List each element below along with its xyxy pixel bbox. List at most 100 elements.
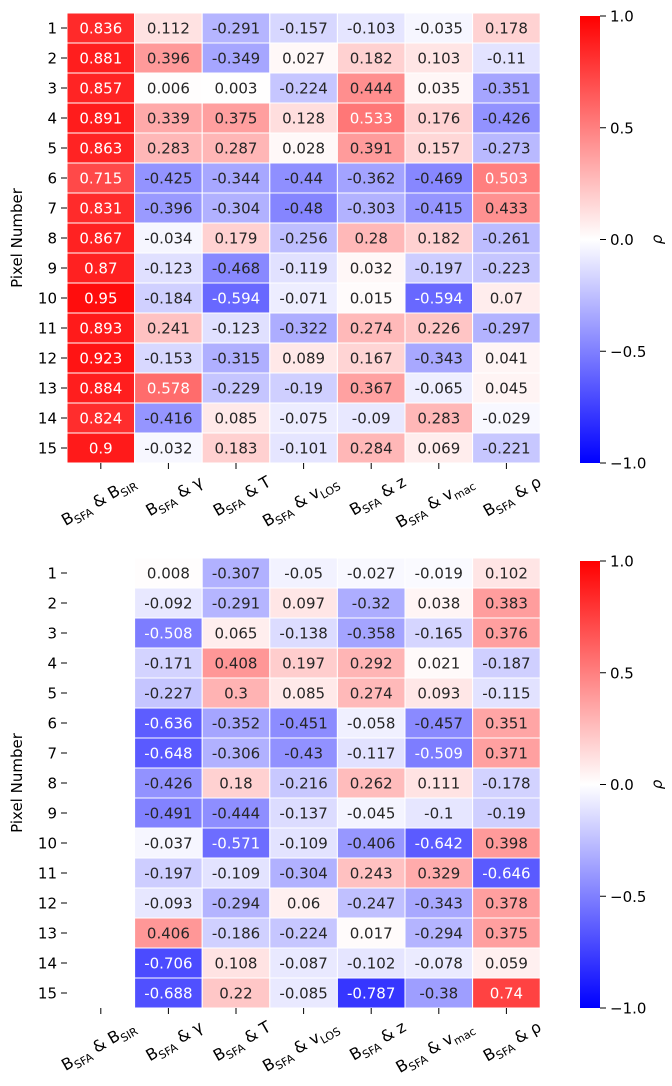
cell-value-label: 0.178 <box>485 20 528 38</box>
heatmap-cell <box>472 737 541 769</box>
heatmap-cell <box>336 192 406 224</box>
cell-value-label: -0.444 <box>212 805 260 823</box>
cell-value-label: 0.923 <box>79 350 122 368</box>
cell-value-label: -0.594 <box>212 290 260 308</box>
cell-value-label: -0.304 <box>279 865 327 883</box>
heatmap-cell <box>269 432 338 464</box>
cell-value-label: 0.262 <box>350 775 393 793</box>
heatmap-cell <box>336 342 406 374</box>
cell-value-label: -0.43 <box>284 745 323 763</box>
heatmap-cell <box>472 72 541 104</box>
cell-value-label: -0.457 <box>415 715 463 733</box>
colorbar-tick-label: 1.0 <box>610 553 634 571</box>
cell-value-label: 0.059 <box>485 955 528 973</box>
heatmap-cell <box>269 312 338 344</box>
heatmap-cell <box>472 977 541 1009</box>
cell-value-label: 0.274 <box>350 685 393 703</box>
x-tick-label: BSFA & vmac <box>392 1017 478 1079</box>
heatmap-cell <box>472 857 541 889</box>
cell-value-label: -0.087 <box>279 955 327 973</box>
heatmap-cell <box>269 827 338 859</box>
heatmap-cell <box>201 42 271 74</box>
heatmap-cell <box>66 132 136 164</box>
y-tick-label: 8 <box>47 775 57 793</box>
heatmap-cell <box>134 312 203 344</box>
heatmap-cell <box>472 917 541 949</box>
x-tick-label-part: & ρ <box>506 1017 544 1050</box>
cell-value-label: 0.378 <box>485 895 528 913</box>
heatmap-cell <box>472 647 541 679</box>
cell-value-label: 0.112 <box>147 20 190 38</box>
heatmap-cell <box>201 677 271 709</box>
y-tick-label: 11 <box>38 865 57 883</box>
x-tick-label-subscript: LOS <box>318 1025 343 1047</box>
cell-value-label: -0.468 <box>212 260 260 278</box>
cell-value-label: 0.884 <box>79 380 122 398</box>
heatmap-cell <box>336 827 406 859</box>
heatmap-cell <box>66 102 136 134</box>
heatmap-cell <box>336 252 406 284</box>
cell-value-label: 0.183 <box>215 440 258 458</box>
heatmap-cell <box>66 342 136 374</box>
cell-value-label: 0.041 <box>485 350 528 368</box>
cell-value-label: 0.351 <box>485 715 528 733</box>
cell-value-label: -0.642 <box>415 835 463 853</box>
cell-value-label: 0.863 <box>79 140 122 158</box>
cell-value-label: 0.287 <box>215 140 258 158</box>
cell-value-label: -0.197 <box>415 260 463 278</box>
cell-value-label: -0.48 <box>284 200 323 218</box>
x-tick-label: BSFA & vLOS <box>259 1017 343 1078</box>
heatmap-cell <box>66 432 136 464</box>
cell-value-label: -0.343 <box>415 895 463 913</box>
colorbar-tick-label: −1.0 <box>610 1000 646 1018</box>
heatmap-cell <box>472 102 541 134</box>
heatmap-panel-bottom: 0.008 -0.307 -0.05 -0.027 -0.019 0.102 -0.092 -… <box>8 553 666 1079</box>
cell-value-label: 0.085 <box>215 410 258 428</box>
cell-value-label: -0.19 <box>487 805 526 823</box>
cell-value-label: -0.451 <box>279 715 327 733</box>
cell-value-label: -0.178 <box>482 775 530 793</box>
cell-value-label: 0.128 <box>282 110 325 128</box>
x-tick-label-part: & T <box>236 1017 274 1050</box>
cell-value-label: 0.383 <box>485 595 528 613</box>
cell-value-label: -0.256 <box>279 230 327 248</box>
cell-value-label: 0.108 <box>215 955 258 973</box>
heatmap-cell <box>269 887 338 919</box>
cell-value-label: 0.74 <box>490 985 523 1003</box>
cell-value-label: -0.688 <box>144 985 192 1003</box>
colorbar <box>580 16 600 463</box>
cell-value-label: 0.021 <box>417 655 460 673</box>
cell-value-label: 0.893 <box>79 320 122 338</box>
cell-value-label: -0.101 <box>279 440 327 458</box>
cell-value-label: 0.857 <box>79 80 122 98</box>
heatmap-cell <box>201 132 271 164</box>
cell-value-label: 0.028 <box>282 140 325 158</box>
heatmap-cell <box>134 72 203 104</box>
cell-value-label: -0.102 <box>347 955 395 973</box>
cell-value-label: -0.092 <box>144 595 192 613</box>
y-tick-label: 11 <box>38 320 57 338</box>
y-tick-label: 10 <box>38 835 57 853</box>
colorbar-tick-label: 1.0 <box>610 8 634 26</box>
cell-value-label: 0.032 <box>350 260 393 278</box>
cell-value-label: -0.165 <box>415 625 463 643</box>
cell-value-label: -0.344 <box>212 170 260 188</box>
cell-value-label: 0.283 <box>147 140 190 158</box>
cell-value-label: 0.371 <box>485 745 528 763</box>
cell-value-label: 0.375 <box>485 925 528 943</box>
x-tick-label-part: & v <box>286 483 323 516</box>
cell-value-label: -0.349 <box>212 50 260 68</box>
y-tick-label: 4 <box>47 110 57 128</box>
heatmap-cell <box>201 887 271 919</box>
y-tick-label: 9 <box>47 260 57 278</box>
heatmap-cell <box>336 282 406 314</box>
cell-value-label: -0.109 <box>212 865 260 883</box>
cell-value-label: -0.322 <box>279 320 327 338</box>
heatmap-cell <box>472 617 541 649</box>
cell-value-label: 0.111 <box>417 775 460 793</box>
cell-value-label: -0.123 <box>212 320 260 338</box>
heatmap-cell <box>336 917 406 949</box>
cell-value-label: -0.44 <box>284 170 323 188</box>
heatmap-cell <box>269 857 338 889</box>
cell-value-label: -0.362 <box>347 170 395 188</box>
